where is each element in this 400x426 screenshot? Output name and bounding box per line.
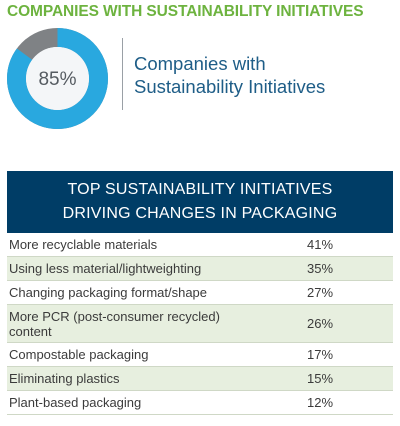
table-row: Changing packaging format/shape 27% — [7, 281, 393, 305]
table-header: TOP SUSTAINABILITY INITIATIVES DRIVING C… — [7, 171, 393, 233]
kpi-label-line2: Sustainability Initiatives — [134, 76, 326, 97]
donut-svg: 85% — [7, 28, 108, 129]
divider-line — [122, 38, 123, 110]
row-label: Eliminating plastics — [9, 371, 120, 386]
donut-chart: 85% — [6, 27, 109, 130]
page-title: COMPANIES WITH SUSTAINABILITY INITIATIVE… — [7, 3, 364, 20]
row-label: More PCR (post-consumer recycled) conten… — [9, 308, 220, 339]
row-label: Using less material/lightweighting — [9, 261, 202, 276]
row-label: Plant-based packaging — [9, 395, 142, 410]
table-row: More recyclable materials 41% — [7, 233, 393, 257]
row-value: 15% — [307, 371, 334, 386]
donut-center — [26, 47, 89, 110]
table-title-line2: DRIVING CHANGES IN PACKAGING — [62, 205, 338, 222]
donut-value-arc — [7, 28, 108, 129]
table-title-line1: TOP SUSTAINABILITY INITIATIVES — [67, 181, 333, 198]
row-value: 12% — [307, 395, 334, 410]
row-value: 41% — [307, 237, 334, 252]
row-value: 17% — [307, 347, 334, 362]
table-row: Compostable packaging 17% — [7, 343, 393, 367]
table-row: Using less material/lightweighting 35% — [7, 257, 393, 281]
row-label: Changing packaging format/shape — [9, 285, 208, 300]
row-value: 27% — [307, 285, 334, 300]
donut-value-label: 85% — [38, 69, 76, 90]
table-row: More PCR (post-consumer recycled) conten… — [7, 305, 393, 343]
kpi-label-line1: Companies with — [134, 53, 266, 74]
row-label: Compostable packaging — [9, 347, 149, 362]
table-row: Eliminating plastics 15% — [7, 367, 393, 391]
row-value: 26% — [307, 316, 334, 331]
row-value: 35% — [307, 261, 334, 276]
kpi-label: Companies with Sustainability Initiative… — [134, 52, 394, 98]
row-label: More recyclable materials — [9, 237, 158, 252]
table-row: Plant-based packaging 12% — [7, 391, 393, 415]
initiatives-table: TOP SUSTAINABILITY INITIATIVES DRIVING C… — [7, 171, 393, 415]
table-body: More recyclable materials 41% Using less m… — [7, 233, 393, 415]
